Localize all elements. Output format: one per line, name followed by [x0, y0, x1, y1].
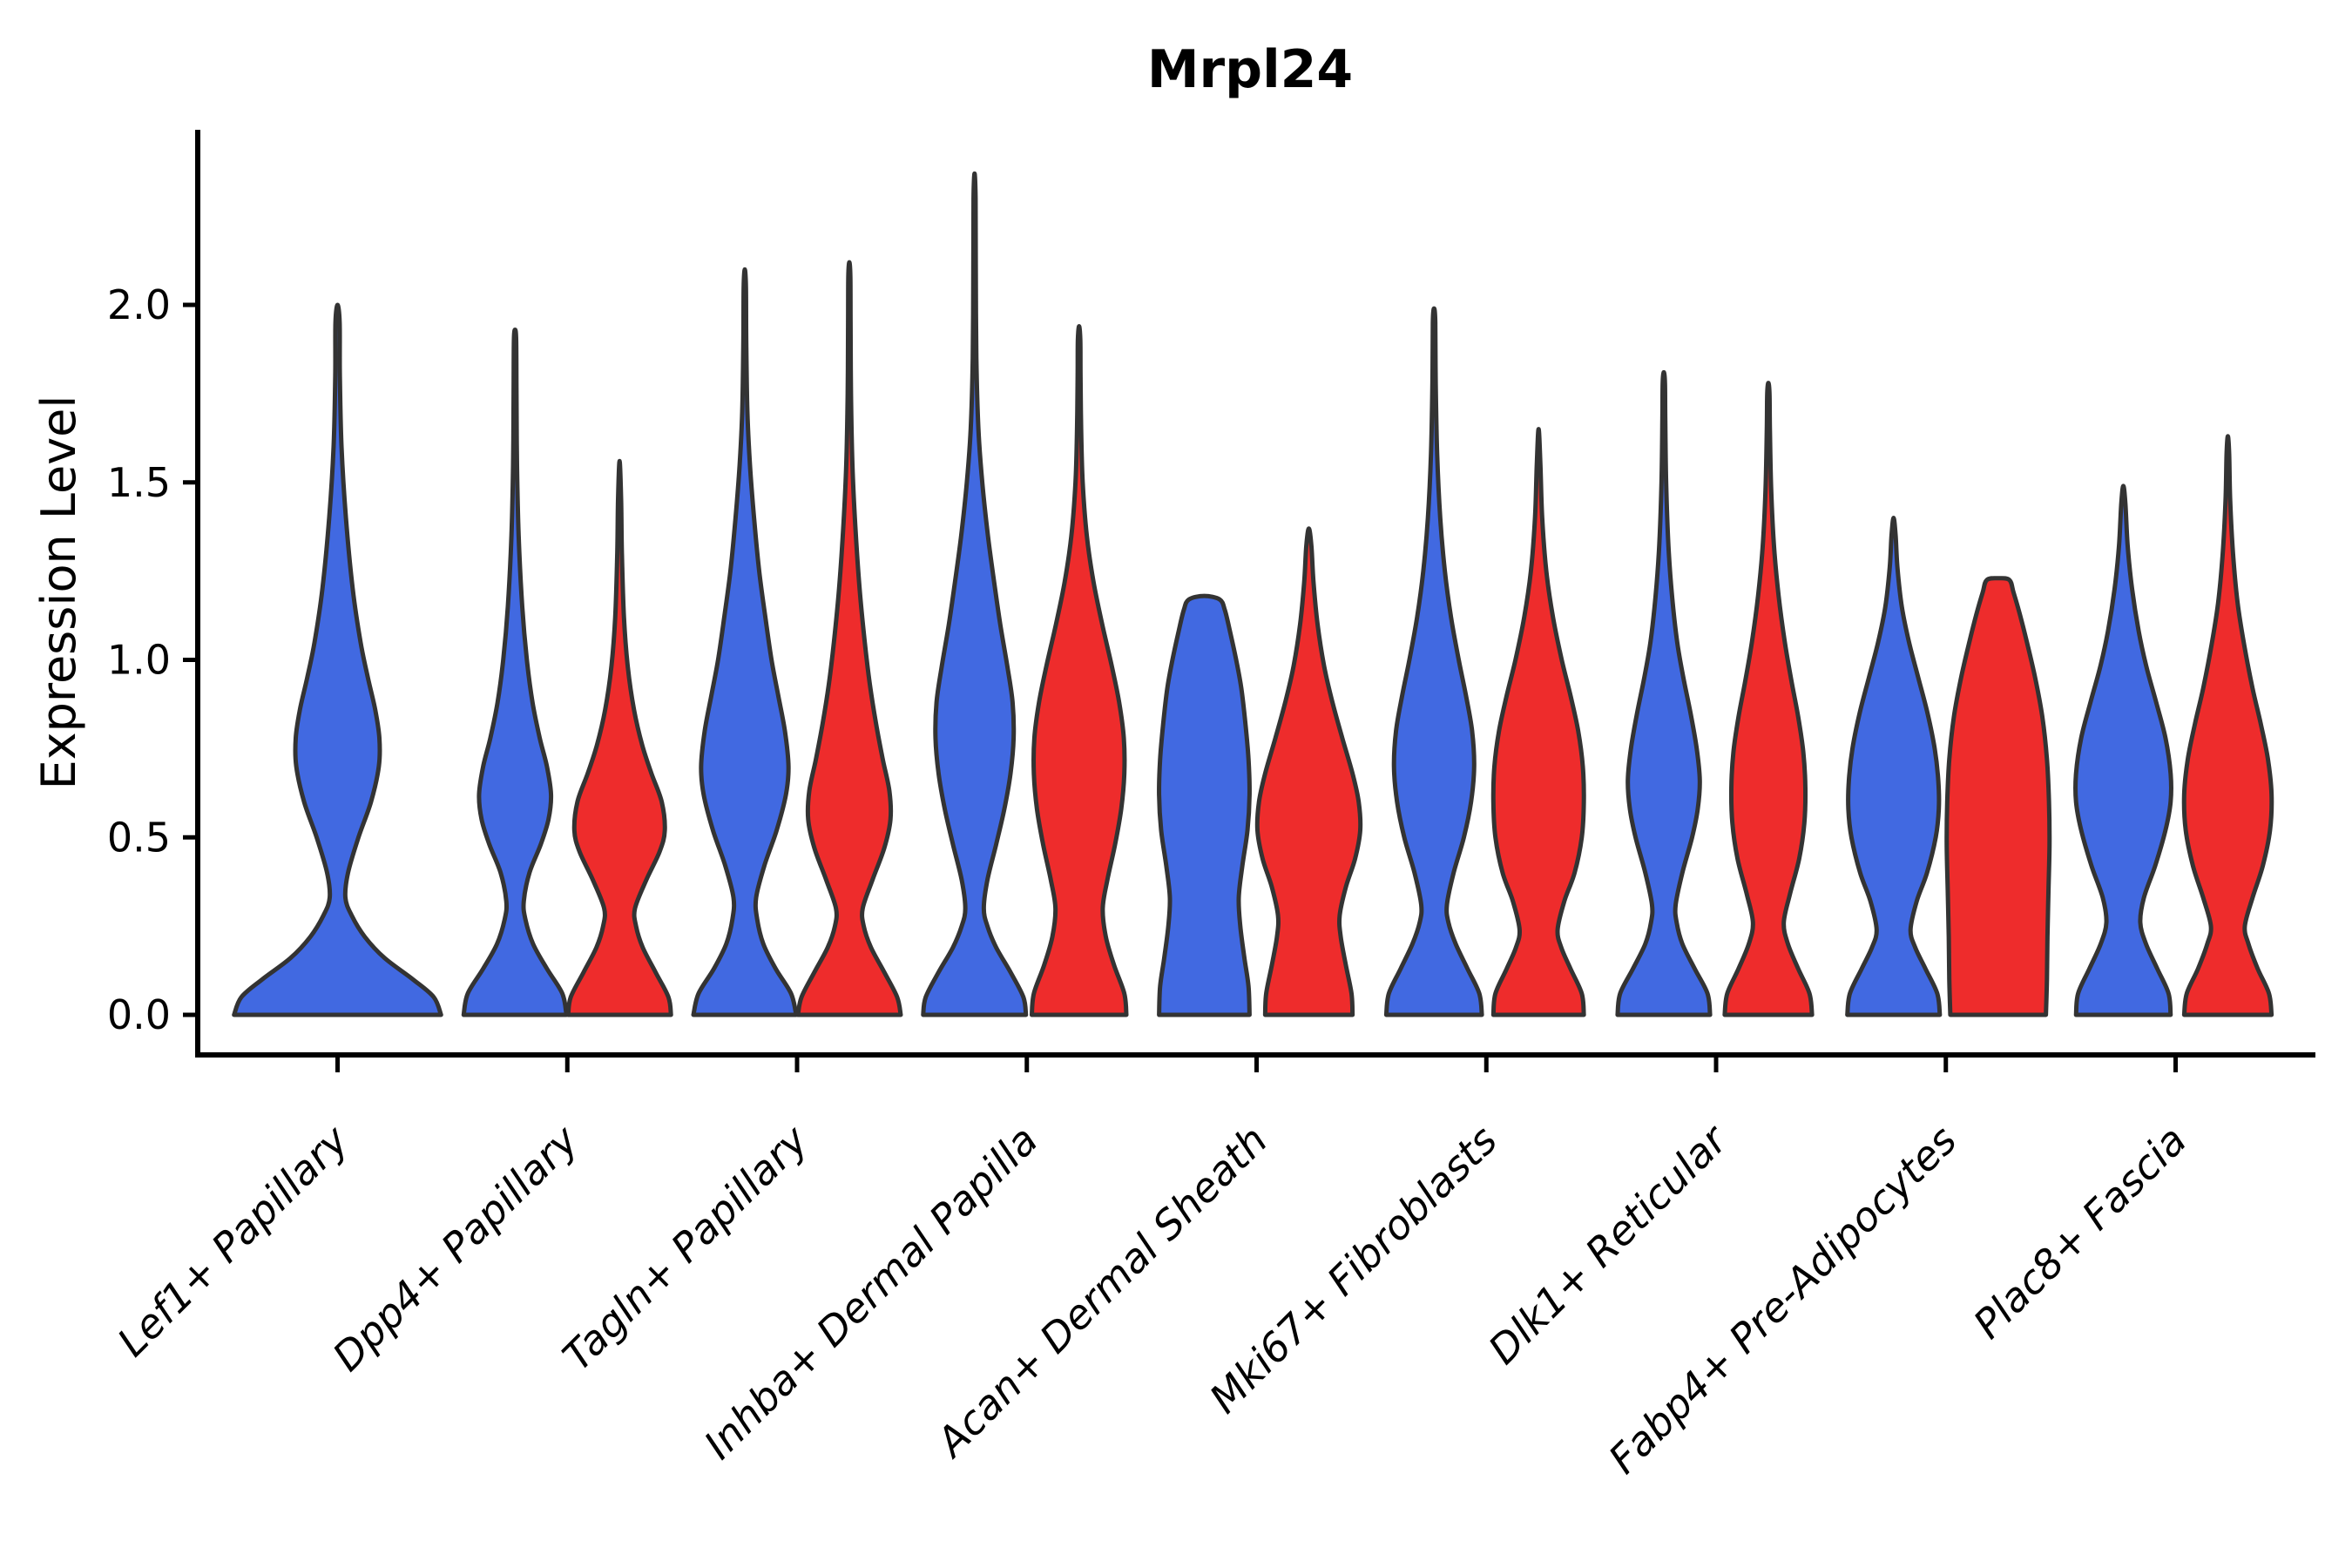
violins-group: [232, 171, 2274, 1017]
y-tick-label: 1.5: [107, 459, 171, 506]
violin-fabp4-pre-adipocytes-red: [1944, 576, 2052, 1017]
violin-plac8-fascia-blue: [2072, 483, 2174, 1017]
violin-acan-dermal-sheath-red: [1254, 526, 1363, 1017]
violin-lef1-papillary-blue: [232, 302, 443, 1017]
violin-dpp4-papillary-blue: [461, 328, 569, 1017]
x-tick-label: Lef1+ Papillary: [108, 1116, 357, 1365]
y-tick-label: 0.5: [107, 814, 171, 861]
chart-title: Mrpl24: [1147, 39, 1353, 100]
violin-plac8-fascia-red: [2181, 434, 2274, 1017]
violin-inhba-dermal-papilla-red: [1029, 323, 1129, 1017]
x-tick-label: Dpp4+ Papillary: [323, 1116, 587, 1380]
y-axis-ticks: 0.0 0.5 1.0 1.5 2.0: [107, 281, 198, 1038]
y-tick-label: 1.0: [107, 637, 171, 684]
violin-mki67-fibroblasts-red: [1490, 427, 1586, 1017]
violin-acan-dermal-sheath-blue: [1157, 593, 1252, 1017]
violin-tagln-papillary-blue: [691, 267, 799, 1017]
y-tick-label: 2.0: [107, 281, 171, 328]
violin-tagln-papillary-red: [795, 260, 903, 1017]
violin-fabp4-pre-adipocytes-blue: [1845, 516, 1943, 1017]
violin-dpp4-papillary-red: [565, 458, 673, 1017]
x-tick-label: Dlk1+ Reticular: [1479, 1114, 1738, 1373]
violin-inhba-dermal-papilla-blue: [921, 171, 1029, 1017]
y-tick-label: 0.0: [107, 991, 171, 1038]
violin-dlk1-reticular-blue: [1615, 369, 1713, 1017]
y-axis-label: Expression Level: [31, 395, 86, 790]
violin-mki67-fibroblasts-blue: [1383, 306, 1484, 1017]
violin-dlk1-reticular-red: [1722, 381, 1815, 1017]
x-tick-label: Plac8+ Fascia: [1964, 1117, 2195, 1348]
x-tick-label: Tagln+ Papillary: [553, 1116, 817, 1380]
